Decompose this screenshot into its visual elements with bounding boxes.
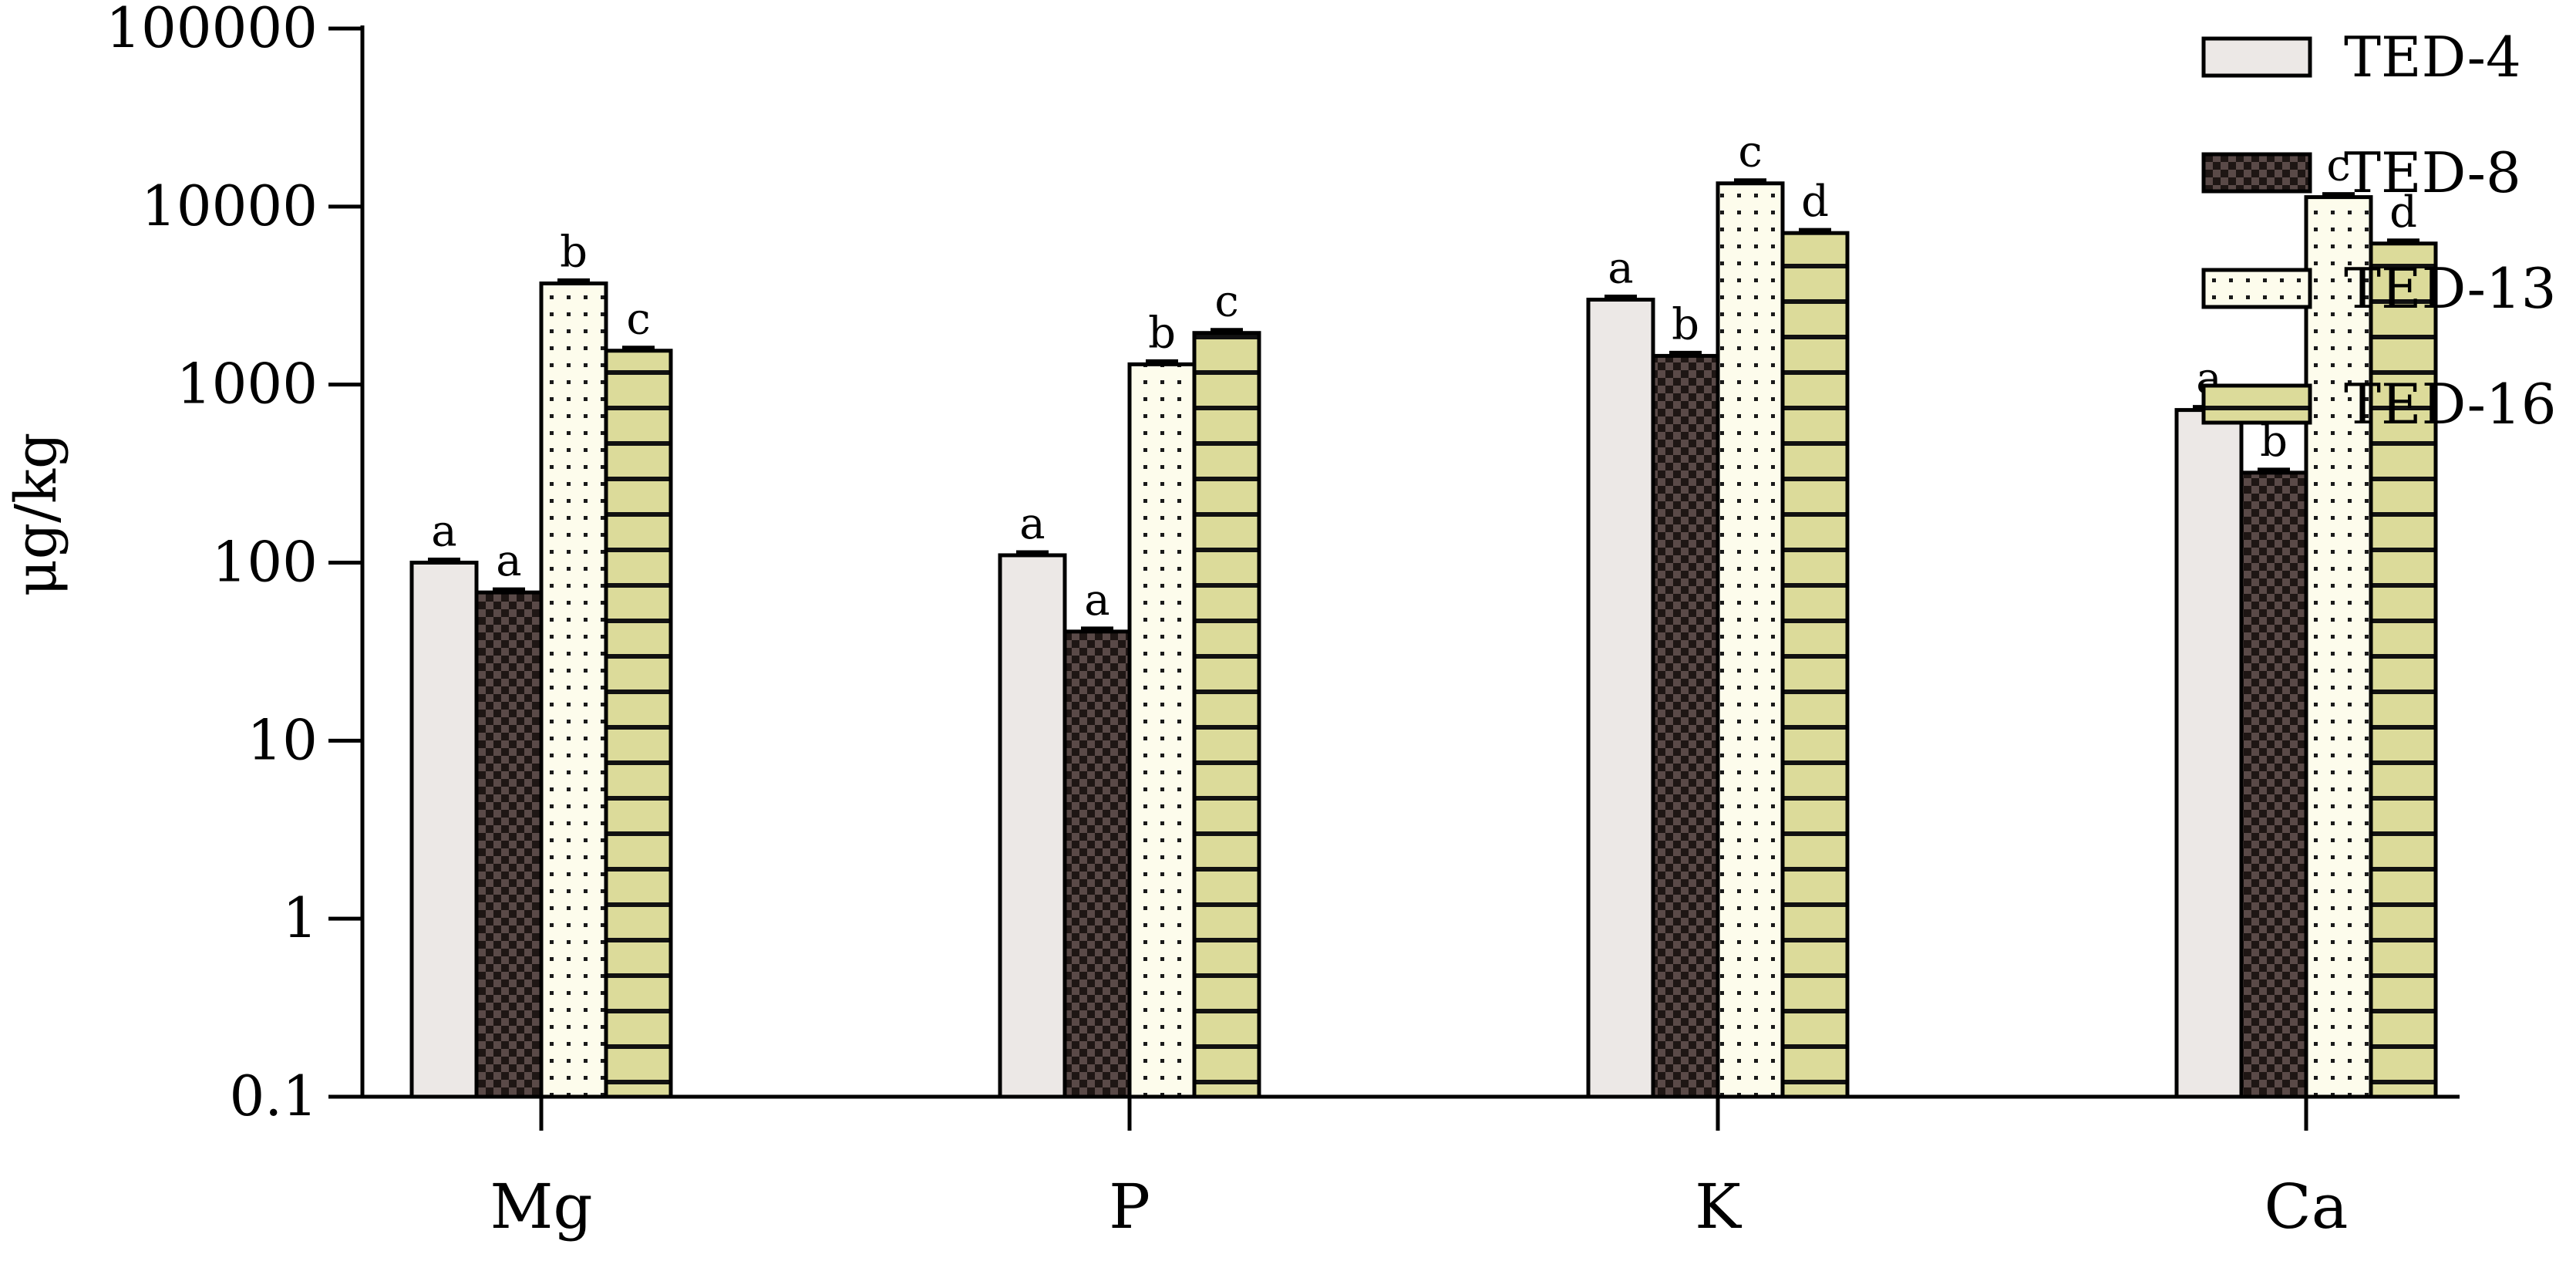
y-tick-label: 1 <box>282 885 318 950</box>
bar-ted-13-mg <box>539 282 608 1099</box>
sig-label-ted-4-mg: a <box>431 507 456 557</box>
significance-labels: aabcaabcabcdabcdaabcaabcaabc <box>431 127 2417 625</box>
x-tick-label-mg: Mg <box>490 1171 592 1242</box>
y-tick-label: 1000 <box>177 352 318 416</box>
legend-label-ted-13: TED-13 <box>2344 256 2557 321</box>
sig-label-ted-16-ca: d <box>2389 187 2417 238</box>
bar-ted-16-ca <box>2369 241 2438 1099</box>
bar-ted-4-ca <box>2174 408 2244 1099</box>
sig-label-ted-4-p: a <box>1019 499 1045 549</box>
y-tick-label: 100000 <box>106 0 318 60</box>
y-tick-label: 100 <box>212 530 318 595</box>
bar-ted-4-k <box>1586 298 1655 1099</box>
sig-label-ted-13-mg: b <box>560 228 588 278</box>
x-axis: MgPKCaFeCuZn <box>361 1094 2460 1242</box>
x-tick-label-ca: Ca <box>2265 1171 2349 1242</box>
sig-label-ted-13-p: b <box>1148 308 1176 358</box>
bars <box>409 178 2438 1099</box>
bar-ted-16-mg <box>604 349 673 1099</box>
sig-label-ted-16-mg: c <box>626 295 650 345</box>
x-tick-label-p: P <box>1109 1171 1150 1242</box>
legend: TED-4 TED-8 TED-13 TED-16 <box>2201 25 2557 437</box>
sig-label-ted-4-k: a <box>1608 244 1633 294</box>
legend-swatch-ted-16 <box>2201 383 2312 425</box>
bar-ted-13-p <box>1127 362 1197 1099</box>
bar-ted-8-mg <box>474 590 544 1099</box>
y-axis: 0.1 1 10 100 1000 10000 100000 <box>106 0 365 1128</box>
bar-ted-8-ca <box>2239 470 2308 1099</box>
legend-swatch-ted-4 <box>2201 36 2312 78</box>
x-tick-label-k: K <box>1695 1171 1742 1242</box>
bar-ted-8-k <box>1651 353 1720 1099</box>
legend-swatch-ted-13 <box>2201 268 2312 309</box>
y-tick-label: 10000 <box>141 174 318 238</box>
sig-label-ted-13-k: c <box>1738 127 1762 177</box>
bar-ted-13-ca <box>2304 195 2373 1099</box>
sig-label-ted-8-ca: b <box>2260 416 2288 467</box>
bar-ted-4-mg <box>409 561 479 1099</box>
y-axis-title: μg/kg <box>3 433 69 597</box>
sig-label-ted-8-p: a <box>1084 575 1110 625</box>
sig-label-ted-13-ca: c <box>2326 141 2350 191</box>
sig-label-ted-16-p: c <box>1214 277 1238 327</box>
bar-ted-8-p <box>1062 629 1132 1099</box>
bar-ted-16-p <box>1192 331 1261 1099</box>
bar-ted-4-p <box>998 553 1067 1099</box>
bar-ted-13-k <box>1716 181 1785 1099</box>
sig-label-ted-8-k: b <box>1672 299 1699 349</box>
y-tick-label: 10 <box>247 707 318 772</box>
bar-ted-16-k <box>1780 231 1850 1099</box>
legend-swatch-ted-8 <box>2201 152 2312 194</box>
legend-label-ted-8: TED-8 <box>2344 140 2521 205</box>
legend-label-ted-4: TED-4 <box>2344 25 2521 89</box>
legend-label-ted-16: TED-16 <box>2344 372 2557 437</box>
y-tick-label: 0.1 <box>229 1064 318 1128</box>
sig-label-ted-16-k: d <box>1801 177 1829 227</box>
sig-label-ted-8-mg: a <box>496 536 521 586</box>
